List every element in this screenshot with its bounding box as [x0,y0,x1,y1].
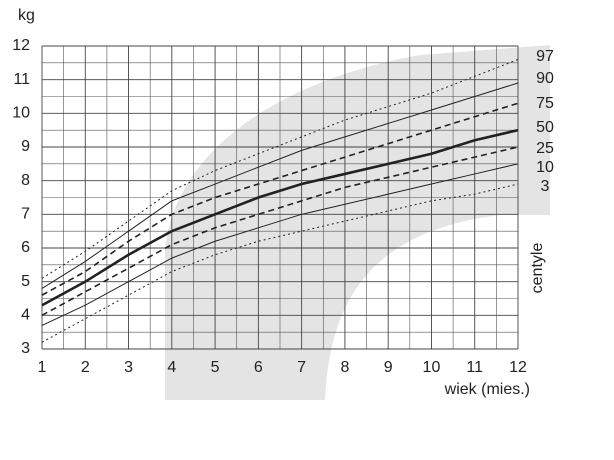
y-tick-label: 11 [13,71,30,88]
legend-label: 75 [536,95,554,112]
centile-line [41,128,519,307]
x-tick-label: 8 [340,359,349,376]
y-tick-label: 3 [21,340,30,357]
x-tick-label: 3 [124,359,133,376]
y-tick-label: 6 [21,239,30,256]
legend-label: 90 [536,70,554,87]
centile-line [41,146,519,317]
legend-label: 10 [536,159,554,176]
centile-line [41,163,519,326]
legend-label: 50 [536,119,554,136]
x-axis-label: wiek (mies.) [444,381,530,398]
legend-label: 3 [541,178,550,195]
x-tick-label: 7 [297,359,306,376]
x-tick-label: 9 [384,359,393,376]
x-tick-label: 5 [211,359,220,376]
y-tick-label: 10 [12,105,30,122]
grid [41,45,519,350]
background-shape [165,45,550,400]
y-axis-label: kg [18,7,35,24]
y-tick-label: 7 [21,206,30,223]
centile-line [41,82,519,289]
x-tick-label: 2 [81,359,90,376]
legend-label: 25 [536,140,554,157]
y-tick-label: 8 [21,172,30,189]
y-tick-label: 12 [12,37,30,54]
x-tick-label: 10 [423,359,441,376]
y-tick-label: 4 [21,307,30,324]
y-tick-label: 9 [21,138,30,155]
y-tick-label: 5 [21,273,30,290]
x-tick-label: 4 [167,359,176,376]
centile-line [41,102,519,296]
centile-line [41,183,519,343]
x-tick-label: 12 [509,359,527,376]
legend-title: centyle [529,243,546,294]
x-tick-label: 11 [466,359,483,376]
legend-label: 97 [536,48,554,65]
x-tick-label: 1 [38,359,47,376]
x-tick-label: 6 [254,359,263,376]
